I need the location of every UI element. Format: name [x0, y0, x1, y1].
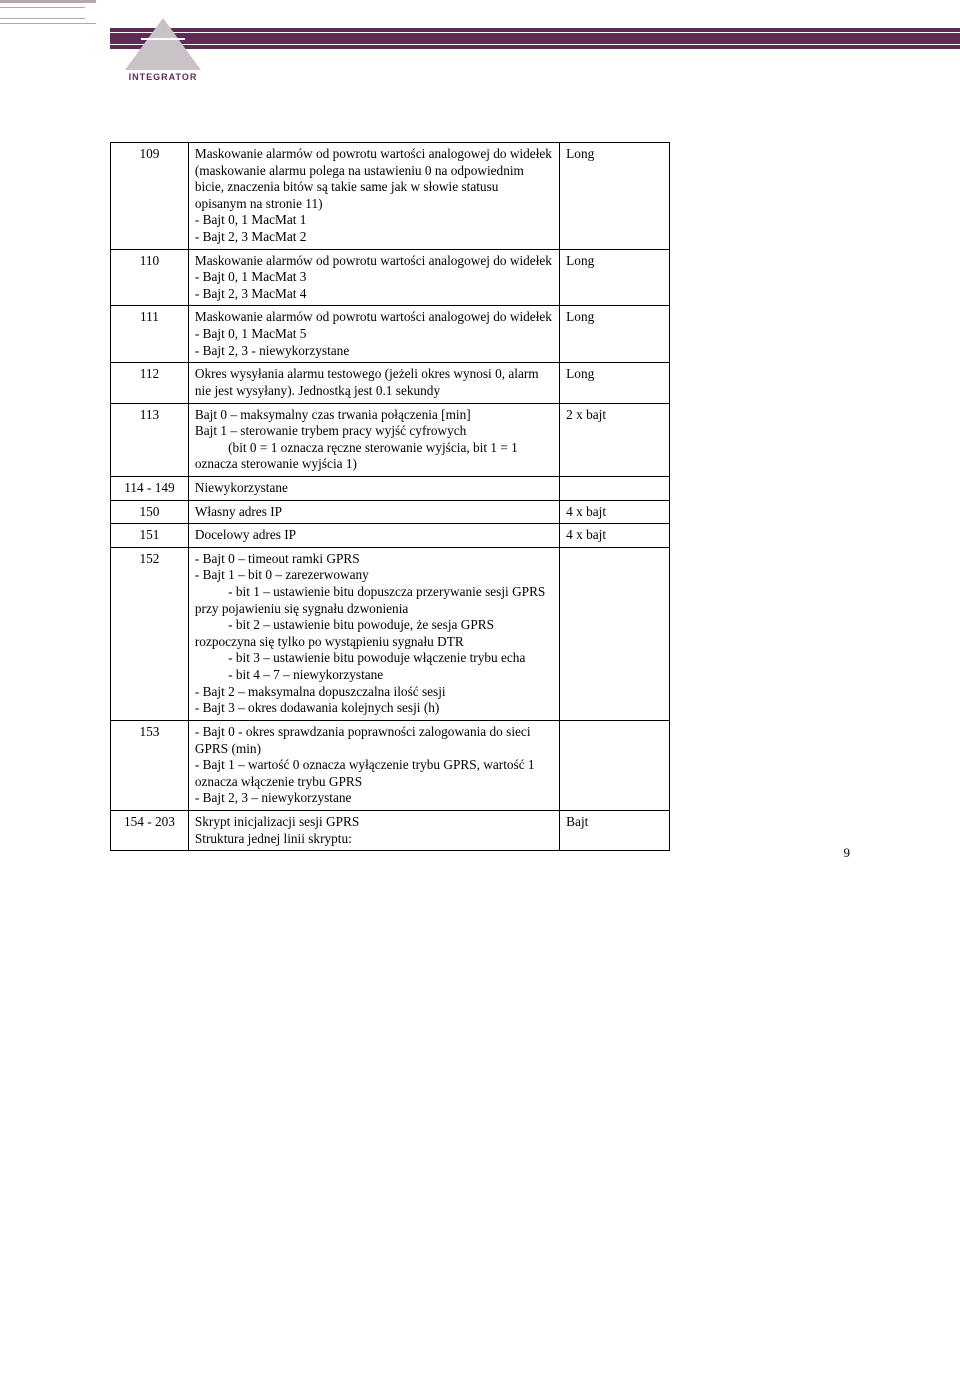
table-row: 152- Bajt 0 – timeout ramki GPRS- Bajt 1…: [111, 547, 670, 720]
cell-desc: Maskowanie alarmów od powrotu wartości a…: [188, 249, 559, 306]
table-row: 151Docelowy adres IP4 x bajt: [111, 524, 670, 548]
table-row: 150Własny adres IP4 x bajt: [111, 500, 670, 524]
cell-type: 4 x bajt: [560, 524, 670, 548]
table-row: 111Maskowanie alarmów od powrotu wartośc…: [111, 306, 670, 363]
cell-type: Long: [560, 143, 670, 250]
cell-id: 113: [111, 403, 189, 476]
table-row: 153- Bajt 0 - okres sprawdzania poprawno…: [111, 720, 670, 810]
cell-type: [560, 720, 670, 810]
cell-id: 109: [111, 143, 189, 250]
cell-desc: Skrypt inicjalizacji sesji GPRSStruktura…: [188, 810, 559, 850]
table-row: 114 - 149Niewykorzystane: [111, 476, 670, 500]
table-row: 109Maskowanie alarmów od powrotu wartośc…: [111, 143, 670, 250]
cell-id: 151: [111, 524, 189, 548]
cell-id: 150: [111, 500, 189, 524]
cell-desc: Maskowanie alarmów od powrotu wartości a…: [188, 306, 559, 363]
logo: INTEGRATOR: [125, 18, 201, 82]
cell-type: Bajt: [560, 810, 670, 850]
table-row: 110Maskowanie alarmów od powrotu wartośc…: [111, 249, 670, 306]
cell-type: [560, 476, 670, 500]
cell-type: 4 x bajt: [560, 500, 670, 524]
cell-type: Long: [560, 363, 670, 403]
table-row: 112Okres wysyłania alarmu testowego (jeż…: [111, 363, 670, 403]
page-number: 9: [844, 845, 851, 861]
cell-id: 153: [111, 720, 189, 810]
logo-triangle-icon: [125, 18, 201, 70]
cell-id: 112: [111, 363, 189, 403]
cell-type: [560, 547, 670, 720]
cell-id: 114 - 149: [111, 476, 189, 500]
cell-desc: - Bajt 0 - okres sprawdzania poprawności…: [188, 720, 559, 810]
cell-id: 154 - 203: [111, 810, 189, 850]
cell-desc: - Bajt 0 – timeout ramki GPRS- Bajt 1 – …: [188, 547, 559, 720]
logo-text: INTEGRATOR: [129, 72, 198, 82]
header-band: INTEGRATOR: [0, 28, 960, 52]
cell-id: 111: [111, 306, 189, 363]
cell-desc: Niewykorzystane: [188, 476, 559, 500]
cell-desc: Własny adres IP: [188, 500, 559, 524]
cell-desc: Maskowanie alarmów od powrotu wartości a…: [188, 143, 559, 250]
table-row: 113Bajt 0 – maksymalny czas trwania połą…: [111, 403, 670, 476]
table-row: 154 - 203Skrypt inicjalizacji sesji GPRS…: [111, 810, 670, 850]
cell-id: 110: [111, 249, 189, 306]
cell-desc: Docelowy adres IP: [188, 524, 559, 548]
header-tab: [0, 0, 96, 24]
cell-type: Long: [560, 249, 670, 306]
cell-id: 152: [111, 547, 189, 720]
cell-type: 2 x bajt: [560, 403, 670, 476]
page-content: 109Maskowanie alarmów od powrotu wartośc…: [0, 52, 960, 881]
cell-desc: Okres wysyłania alarmu testowego (jeżeli…: [188, 363, 559, 403]
cell-type: Long: [560, 306, 670, 363]
register-table: 109Maskowanie alarmów od powrotu wartośc…: [110, 142, 670, 851]
cell-desc: Bajt 0 – maksymalny czas trwania połącze…: [188, 403, 559, 476]
